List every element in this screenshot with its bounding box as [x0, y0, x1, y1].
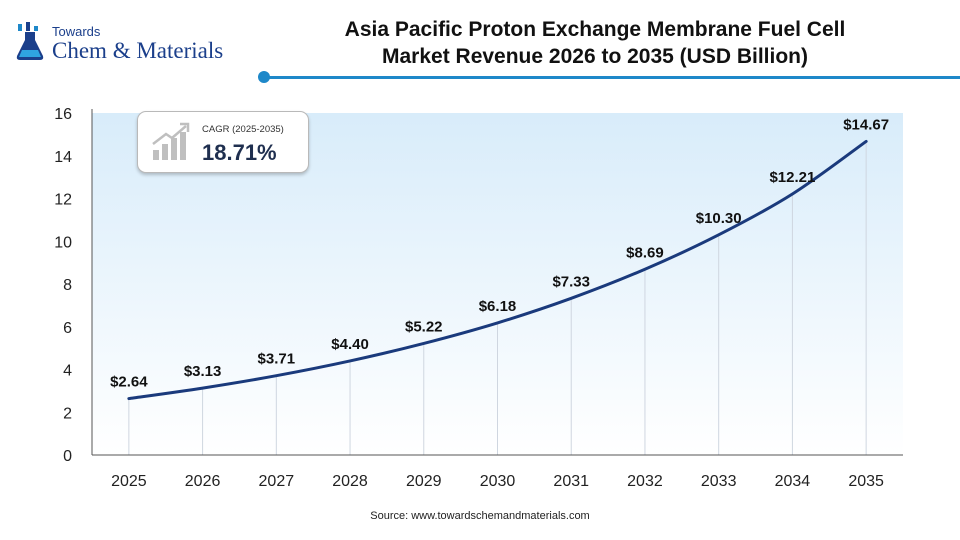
x-tick-label: 2031 [553, 473, 589, 490]
x-tick-label: 2027 [259, 473, 295, 490]
x-tick-label: 2033 [701, 473, 737, 490]
y-tick-label: 10 [54, 234, 72, 251]
y-tick-label: 4 [63, 363, 72, 380]
cagr-card: CAGR (2025-2035) 18.71% [137, 111, 309, 173]
x-tick-label: 2028 [332, 473, 368, 490]
data-label: $12.21 [769, 169, 815, 186]
x-tick-label: 2035 [848, 473, 884, 490]
data-label: $5.22 [405, 318, 443, 335]
x-tick-label: 2026 [185, 473, 221, 490]
y-tick-label: 2 [63, 405, 72, 422]
data-label: $7.33 [552, 273, 590, 290]
data-label: $3.13 [184, 363, 222, 380]
cagr-label: CAGR (2025-2035) [202, 124, 284, 135]
x-tick-label: 2029 [406, 473, 442, 490]
brand-logo: Towards Chem & Materials [14, 14, 254, 70]
data-label: $4.40 [331, 336, 369, 353]
y-tick-label: 8 [63, 277, 72, 294]
chart-title: Asia Pacific Proton Exchange Membrane Fu… [290, 16, 900, 70]
x-tick-label: 2032 [627, 473, 663, 490]
cagr-value: 18.71% [202, 140, 277, 165]
y-tick-label: 16 [54, 106, 72, 123]
x-tick-label: 2034 [775, 473, 811, 490]
logo-main-text: Chem & Materials [52, 38, 224, 63]
chart-title-line2: Market Revenue 2026 to 2035 (USD Billion… [382, 45, 808, 68]
x-tick-label: 2030 [480, 473, 516, 490]
data-label: $6.18 [479, 298, 517, 315]
header-divider-dot [258, 71, 270, 83]
data-label: $10.30 [696, 210, 742, 227]
header-divider-line [268, 76, 960, 79]
data-label: $3.71 [258, 351, 296, 368]
data-label: $2.64 [110, 374, 148, 391]
flask-icon [16, 22, 44, 60]
y-tick-label: 14 [54, 149, 72, 166]
growth-chart-icon [152, 122, 190, 160]
y-tick-label: 6 [63, 320, 72, 337]
series-line [127, 139, 868, 401]
chart-title-line1: Asia Pacific Proton Exchange Membrane Fu… [344, 18, 846, 41]
data-label: $8.69 [626, 244, 664, 261]
y-tick-label: 0 [63, 448, 72, 465]
y-tick-label: 12 [54, 192, 72, 209]
source-note: Source: www.towardschemandmaterials.com [370, 510, 590, 522]
data-label: $14.67 [843, 116, 889, 133]
x-tick-label: 2025 [111, 473, 147, 490]
logo-top-text: Towards [52, 24, 101, 39]
